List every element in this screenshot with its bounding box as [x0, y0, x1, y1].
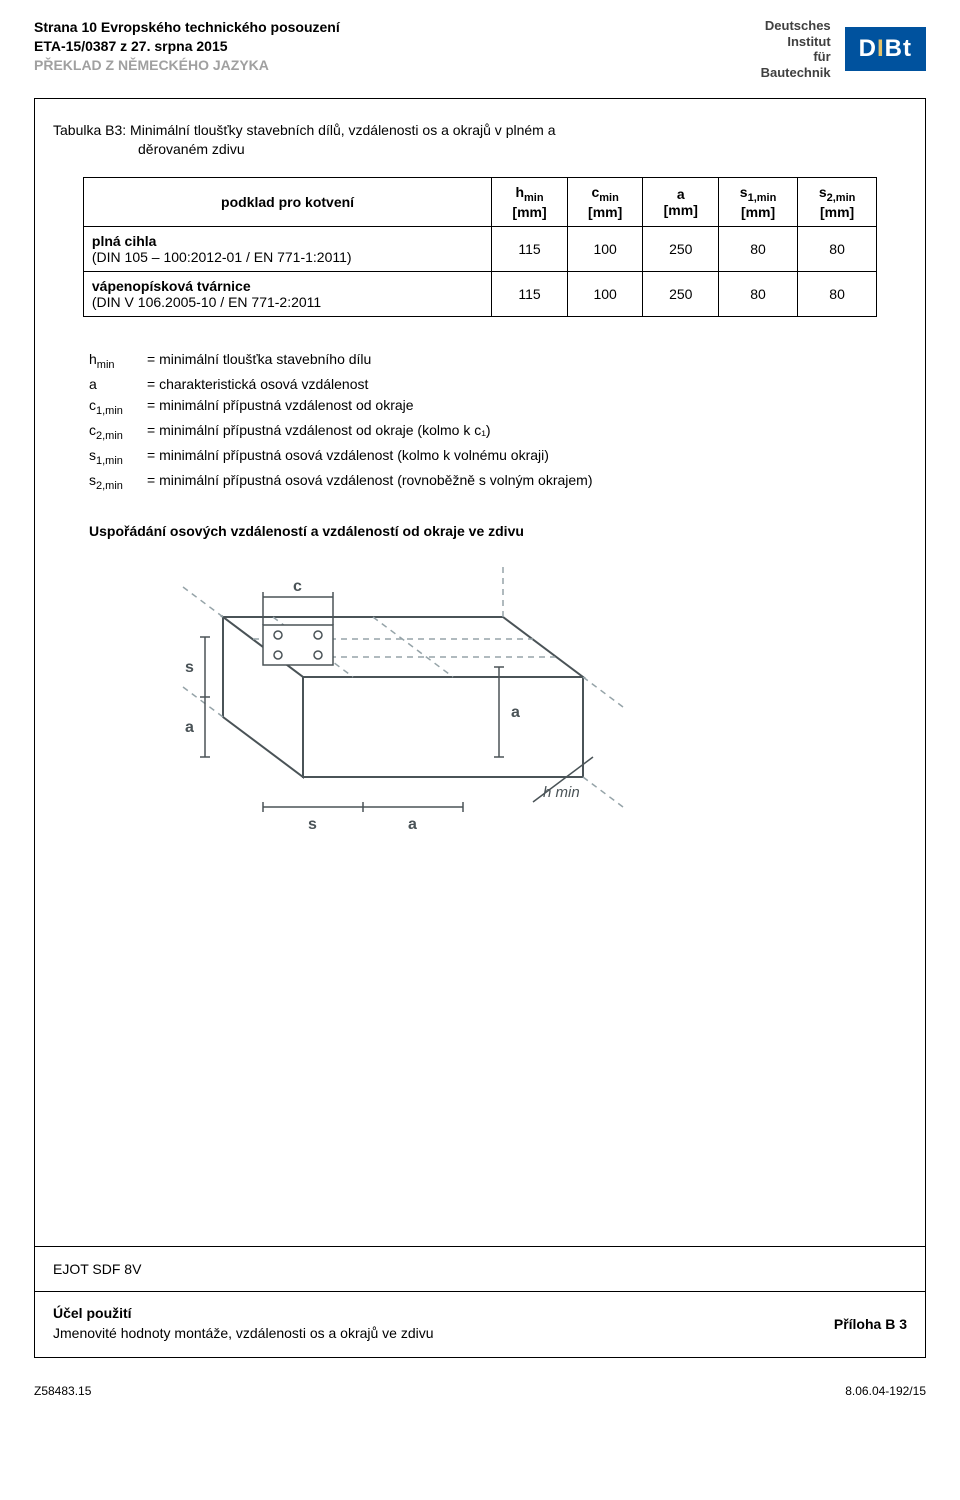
col-4: s1,min[mm]	[719, 178, 798, 227]
definition-list: hmin= minimální tloušťka stavebního dílu…	[89, 349, 907, 495]
def-row: s2,min= minimální přípustná osová vzdále…	[89, 470, 907, 495]
row1-v0: 115	[492, 226, 568, 271]
label-a-left: a	[185, 719, 194, 736]
col-2: cmin[mm]	[567, 178, 643, 227]
bottom-boxes: EJOT SDF 8V Účel použití Jmenovité hodno…	[35, 1246, 925, 1357]
table-row: vápenopísková tvárnice(DIN V 106.2005-10…	[83, 271, 876, 316]
label-s-bottom: s	[308, 816, 317, 833]
row1-v3: 80	[719, 226, 798, 271]
row2-v3: 80	[719, 271, 798, 316]
diagram-title: Uspořádání osových vzdáleností a vzdálen…	[89, 523, 907, 539]
label-a-right: a	[511, 704, 520, 721]
footer-left: Z58483.15	[34, 1384, 91, 1398]
col-3: a[mm]	[643, 178, 719, 227]
institute-name: Deutsches Institut für Bautechnik	[761, 18, 831, 80]
label-hmin: h min	[543, 784, 580, 801]
row2-v1: 100	[567, 271, 643, 316]
row1-v2: 250	[643, 226, 719, 271]
header-line-3: PŘEKLAD Z NĚMECKÉHO JAZYKA	[34, 56, 340, 75]
def-row: c1,min= minimální přípustná vzdálenost o…	[89, 395, 907, 420]
purpose-box: Účel použití Jmenovité hodnoty montáže, …	[35, 1292, 925, 1357]
product-name-box: EJOT SDF 8V	[35, 1247, 925, 1292]
col-5: s2,min[mm]	[798, 178, 877, 227]
header-left: Strana 10 Evropského technického posouze…	[34, 18, 340, 75]
def-row: hmin= minimální tloušťka stavebního dílu	[89, 349, 907, 374]
header-line-2: ETA-15/0387 z 27. srpna 2015	[34, 37, 340, 56]
label-s-left: s	[185, 659, 194, 676]
row1-v4: 80	[798, 226, 877, 271]
table-row: plná cihla(DIN 105 – 100:2012-01 / EN 77…	[83, 226, 876, 271]
dibt-logo: DIBt	[845, 27, 926, 71]
page-header: Strana 10 Evropského technického posouze…	[0, 0, 960, 88]
col-1: hmin[mm]	[492, 178, 568, 227]
label-c: c	[293, 578, 302, 595]
label-a-bottom: a	[408, 816, 417, 833]
row1-label: plná cihla(DIN 105 – 100:2012-01 / EN 77…	[83, 226, 491, 271]
row2-label: vápenopísková tvárnice(DIN V 106.2005-10…	[83, 271, 491, 316]
row2-v2: 250	[643, 271, 719, 316]
spacing-diagram: c s a a s a h min	[163, 557, 643, 887]
def-row: a= charakteristická osová vzdálenost	[89, 374, 907, 396]
row1-v1: 100	[567, 226, 643, 271]
def-row: s1,min= minimální přípustná osová vzdále…	[89, 445, 907, 470]
main-frame: Tabulka B3: Minimální tloušťky stavebníc…	[34, 98, 926, 1358]
row2-v0: 115	[492, 271, 568, 316]
header-line-1: Strana 10 Evropského technického posouze…	[34, 18, 340, 37]
data-table: podklad pro kotvení hmin[mm] cmin[mm] a[…	[83, 177, 877, 317]
annex-label: Příloha B 3	[834, 1316, 907, 1332]
footer-right: 8.06.04-192/15	[845, 1384, 926, 1398]
page-footer: Z58483.15 8.06.04-192/15	[0, 1358, 960, 1398]
col-0: podklad pro kotvení	[83, 178, 491, 227]
purpose-text: Jmenovité hodnoty montáže, vzdálenosti o…	[53, 1325, 434, 1341]
table-header-row: podklad pro kotvení hmin[mm] cmin[mm] a[…	[83, 178, 876, 227]
header-right: Deutsches Institut für Bautechnik DIBt	[761, 18, 926, 80]
def-row: c2,min= minimální přípustná vzdálenost o…	[89, 420, 907, 445]
purpose-label: Účel použití	[53, 1305, 132, 1321]
row2-v4: 80	[798, 271, 877, 316]
table-title: Tabulka B3: Minimální tloušťky stavebníc…	[53, 121, 907, 159]
